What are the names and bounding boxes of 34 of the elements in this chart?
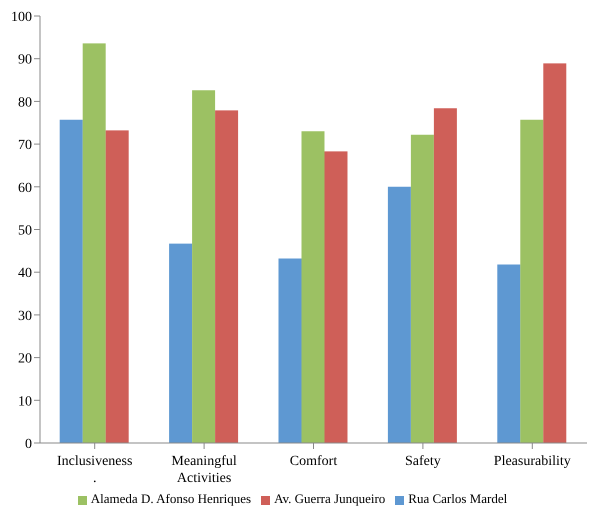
y-tick-label: 40	[18, 266, 32, 282]
legend-label: Alameda D. Afonso Henriques	[90, 491, 252, 506]
x-tick-label: Meaningful Activities	[171, 454, 237, 486]
bar	[434, 108, 457, 443]
bar	[410, 134, 434, 443]
y-tick-label: 70	[18, 138, 32, 154]
x-tick-label: Safety	[405, 454, 441, 469]
y-tick-label: 100	[11, 10, 32, 25]
bar	[543, 63, 566, 443]
legend-label: Av. Guerra Junqueiro	[274, 491, 386, 506]
bar	[301, 131, 324, 443]
x-tick-label: Inclusiveness .	[56, 454, 132, 486]
y-tick-label: 50	[18, 223, 32, 238]
bar	[324, 151, 348, 443]
bar	[82, 43, 106, 443]
x-tick-label: Comfort	[290, 454, 338, 469]
y-tick-label: 90	[18, 52, 32, 68]
bar	[388, 186, 411, 443]
y-tick-label: 20	[18, 352, 32, 367]
bar	[497, 264, 520, 443]
bar	[60, 120, 83, 443]
y-tick-label: 60	[18, 180, 32, 196]
y-tick-label: 80	[18, 95, 32, 110]
bar	[215, 110, 238, 443]
y-tick-label: 10	[18, 394, 32, 410]
bar	[192, 90, 216, 443]
bar	[106, 130, 129, 443]
legend-label: Rua Carlos Mardel	[408, 491, 508, 506]
y-tick-label: 30	[18, 308, 32, 324]
bar	[278, 258, 302, 443]
x-tick-label: Pleasurability	[494, 454, 571, 469]
y-tick-label: 0	[25, 436, 32, 452]
bar	[169, 244, 192, 443]
bar	[520, 120, 544, 443]
